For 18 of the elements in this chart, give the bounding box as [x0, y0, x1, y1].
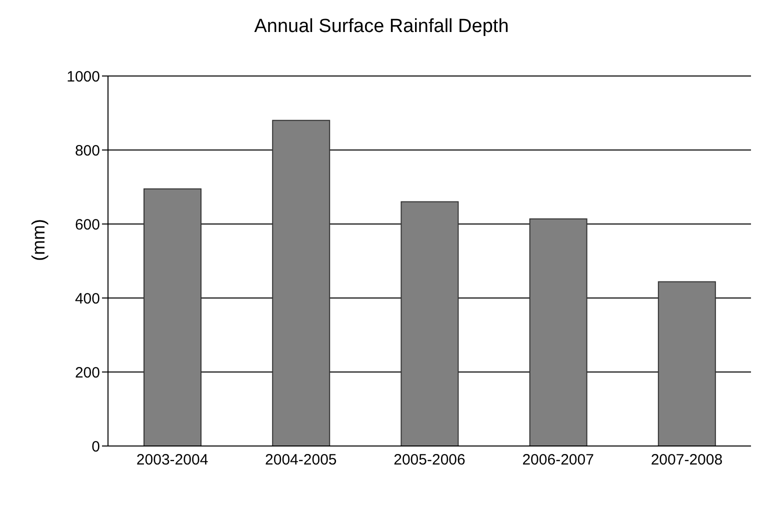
- bar: [144, 188, 202, 446]
- chart-title: Annual Surface Rainfall Depth: [253, 15, 510, 39]
- bar: [400, 201, 459, 446]
- y-tick-label: 0: [92, 438, 100, 456]
- bar: [272, 120, 330, 446]
- x-tick-label: 2003-2004: [136, 452, 208, 469]
- x-tick-label: 2005-2006: [394, 452, 466, 469]
- bar: [529, 218, 588, 446]
- x-tick-label: 2006-2007: [522, 452, 594, 469]
- bar: [658, 281, 716, 446]
- x-tick-label: 2007-2008: [650, 452, 723, 469]
- y-tick-label: 800: [74, 142, 100, 160]
- y-tick-label: 1000: [66, 68, 100, 86]
- y-axis-title: (mm): [28, 219, 48, 261]
- y-tick-label: 200: [74, 364, 100, 382]
- y-tick-label: 600: [74, 216, 100, 234]
- y-tick-label: 400: [74, 290, 100, 308]
- x-tick-label: 2004-2005: [265, 452, 337, 469]
